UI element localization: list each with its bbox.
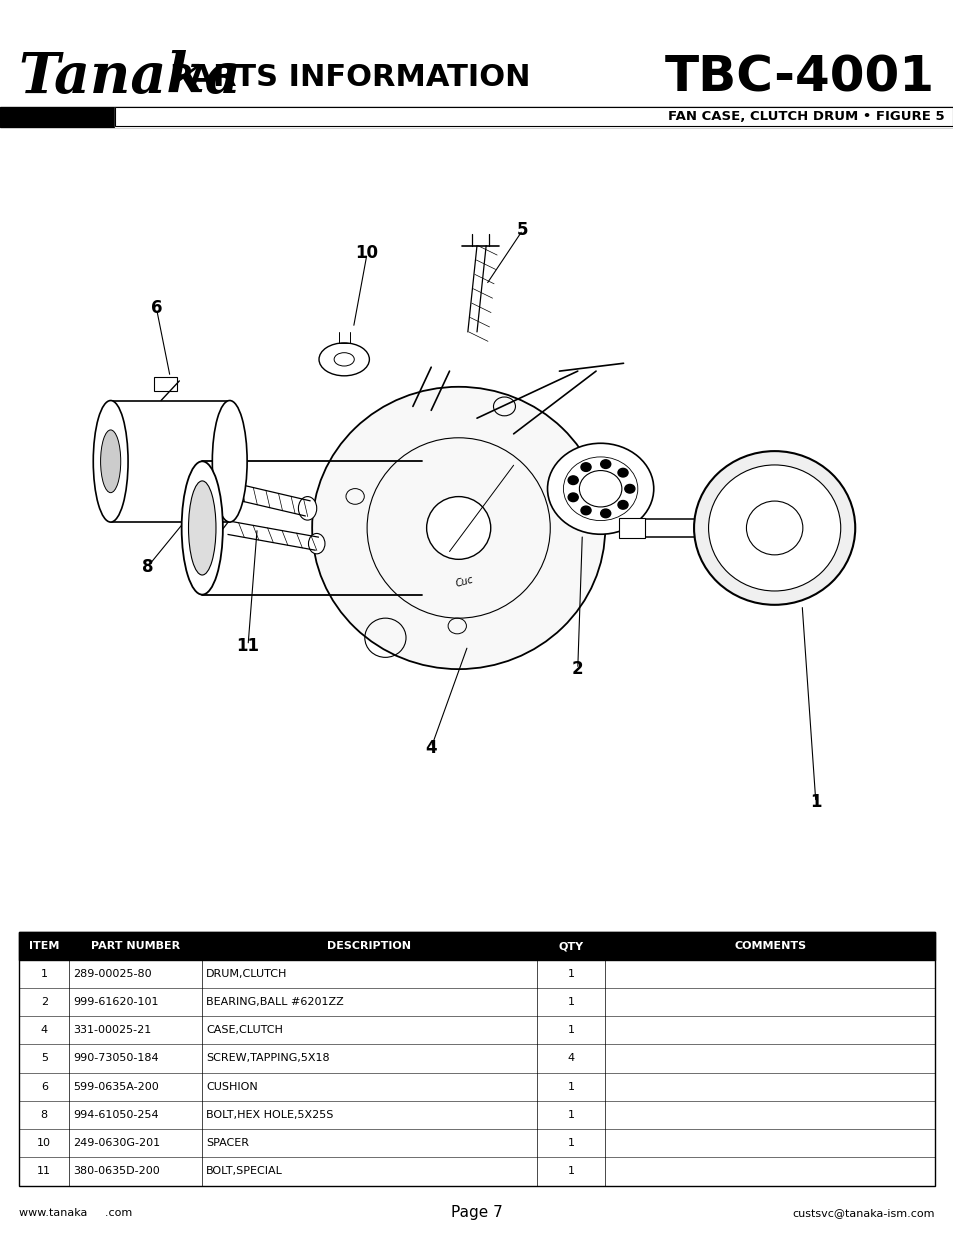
Ellipse shape [308, 534, 325, 553]
Circle shape [618, 500, 627, 509]
Text: BOLT,SPECIAL: BOLT,SPECIAL [206, 1167, 283, 1177]
Ellipse shape [694, 451, 854, 605]
Text: 4: 4 [425, 739, 436, 757]
Circle shape [568, 493, 578, 501]
Text: 10: 10 [37, 1139, 51, 1149]
Bar [19, 932, 934, 960]
Text: COMMENTS: COMMENTS [733, 941, 805, 951]
Ellipse shape [708, 464, 840, 592]
Circle shape [547, 443, 653, 535]
Ellipse shape [189, 480, 215, 576]
Bar [115, 107, 953, 127]
Circle shape [580, 463, 591, 472]
Bar [19, 932, 934, 1186]
Text: 249-0630G-201: 249-0630G-201 [73, 1139, 160, 1149]
Text: 999-61620-101: 999-61620-101 [73, 997, 158, 1007]
Text: 1: 1 [41, 968, 48, 978]
Circle shape [624, 484, 635, 493]
Text: 994-61050-254: 994-61050-254 [73, 1110, 159, 1120]
Circle shape [568, 475, 578, 484]
Text: BOLT,HEX HOLE,5X25S: BOLT,HEX HOLE,5X25S [206, 1110, 334, 1120]
Circle shape [580, 506, 591, 515]
Text: 6: 6 [151, 299, 162, 317]
Text: 1: 1 [567, 997, 574, 1007]
Text: CASE,CLUTCH: CASE,CLUTCH [206, 1025, 283, 1035]
Text: PARTS INFORMATION: PARTS INFORMATION [170, 63, 530, 93]
Text: FAN CASE, CLUTCH DRUM • FIGURE 5: FAN CASE, CLUTCH DRUM • FIGURE 5 [668, 110, 944, 124]
Bar [115, 107, 952, 126]
Text: 1: 1 [567, 968, 574, 978]
Text: 331-00025-21: 331-00025-21 [73, 1025, 152, 1035]
Text: 2: 2 [41, 997, 48, 1007]
Text: 1: 1 [567, 1139, 574, 1149]
Text: 10: 10 [355, 245, 378, 263]
Ellipse shape [312, 387, 604, 669]
Text: CUSHION: CUSHION [206, 1082, 257, 1092]
Bar [618, 517, 644, 538]
Text: 1: 1 [567, 1167, 574, 1177]
Text: 289-00025-80: 289-00025-80 [73, 968, 152, 978]
Ellipse shape [745, 501, 802, 555]
Text: 11: 11 [236, 636, 259, 655]
Text: 990-73050-184: 990-73050-184 [73, 1053, 159, 1063]
Text: ITEM: ITEM [29, 941, 59, 951]
Ellipse shape [181, 462, 223, 594]
Text: 11: 11 [37, 1167, 51, 1177]
Text: 380-0635D-200: 380-0635D-200 [73, 1167, 160, 1177]
Text: DESCRIPTION: DESCRIPTION [327, 941, 411, 951]
Ellipse shape [298, 496, 316, 520]
Text: 5: 5 [41, 1053, 48, 1063]
Text: custsvc@tanaka-ism.com: custsvc@tanaka-ism.com [792, 1208, 934, 1218]
Text: 1: 1 [567, 1025, 574, 1035]
Text: 599-0635A-200: 599-0635A-200 [73, 1082, 159, 1092]
Text: 4: 4 [41, 1025, 48, 1035]
Text: QTY: QTY [558, 941, 583, 951]
Text: 1: 1 [567, 1110, 574, 1120]
Bar [153, 377, 176, 391]
Text: Page 7: Page 7 [451, 1205, 502, 1220]
Circle shape [618, 468, 627, 477]
Text: 8: 8 [141, 558, 152, 577]
Text: 5: 5 [517, 221, 528, 238]
Text: 6: 6 [41, 1082, 48, 1092]
Text: DRUM,CLUTCH: DRUM,CLUTCH [206, 968, 287, 978]
Text: Tanaka: Tanaka [18, 51, 240, 105]
Text: 2: 2 [572, 661, 583, 678]
Text: 4: 4 [567, 1053, 574, 1063]
Circle shape [600, 459, 610, 468]
Ellipse shape [100, 430, 121, 493]
Text: 8: 8 [41, 1110, 48, 1120]
Ellipse shape [318, 343, 369, 375]
Ellipse shape [93, 400, 128, 522]
Text: SPACER: SPACER [206, 1139, 249, 1149]
Ellipse shape [213, 400, 247, 522]
Circle shape [600, 509, 610, 517]
Ellipse shape [426, 496, 490, 559]
Text: Cuc: Cuc [454, 574, 474, 589]
Text: SCREW,TAPPING,5X18: SCREW,TAPPING,5X18 [206, 1053, 330, 1063]
Text: 1: 1 [567, 1082, 574, 1092]
Text: 1: 1 [809, 793, 821, 811]
Bar [0, 107, 953, 127]
Text: PART NUMBER: PART NUMBER [91, 941, 180, 951]
Text: TBC-4001: TBC-4001 [664, 54, 934, 103]
Text: BEARING,BALL #6201ZZ: BEARING,BALL #6201ZZ [206, 997, 343, 1007]
Text: www.tanaka     .com: www.tanaka .com [19, 1208, 132, 1218]
